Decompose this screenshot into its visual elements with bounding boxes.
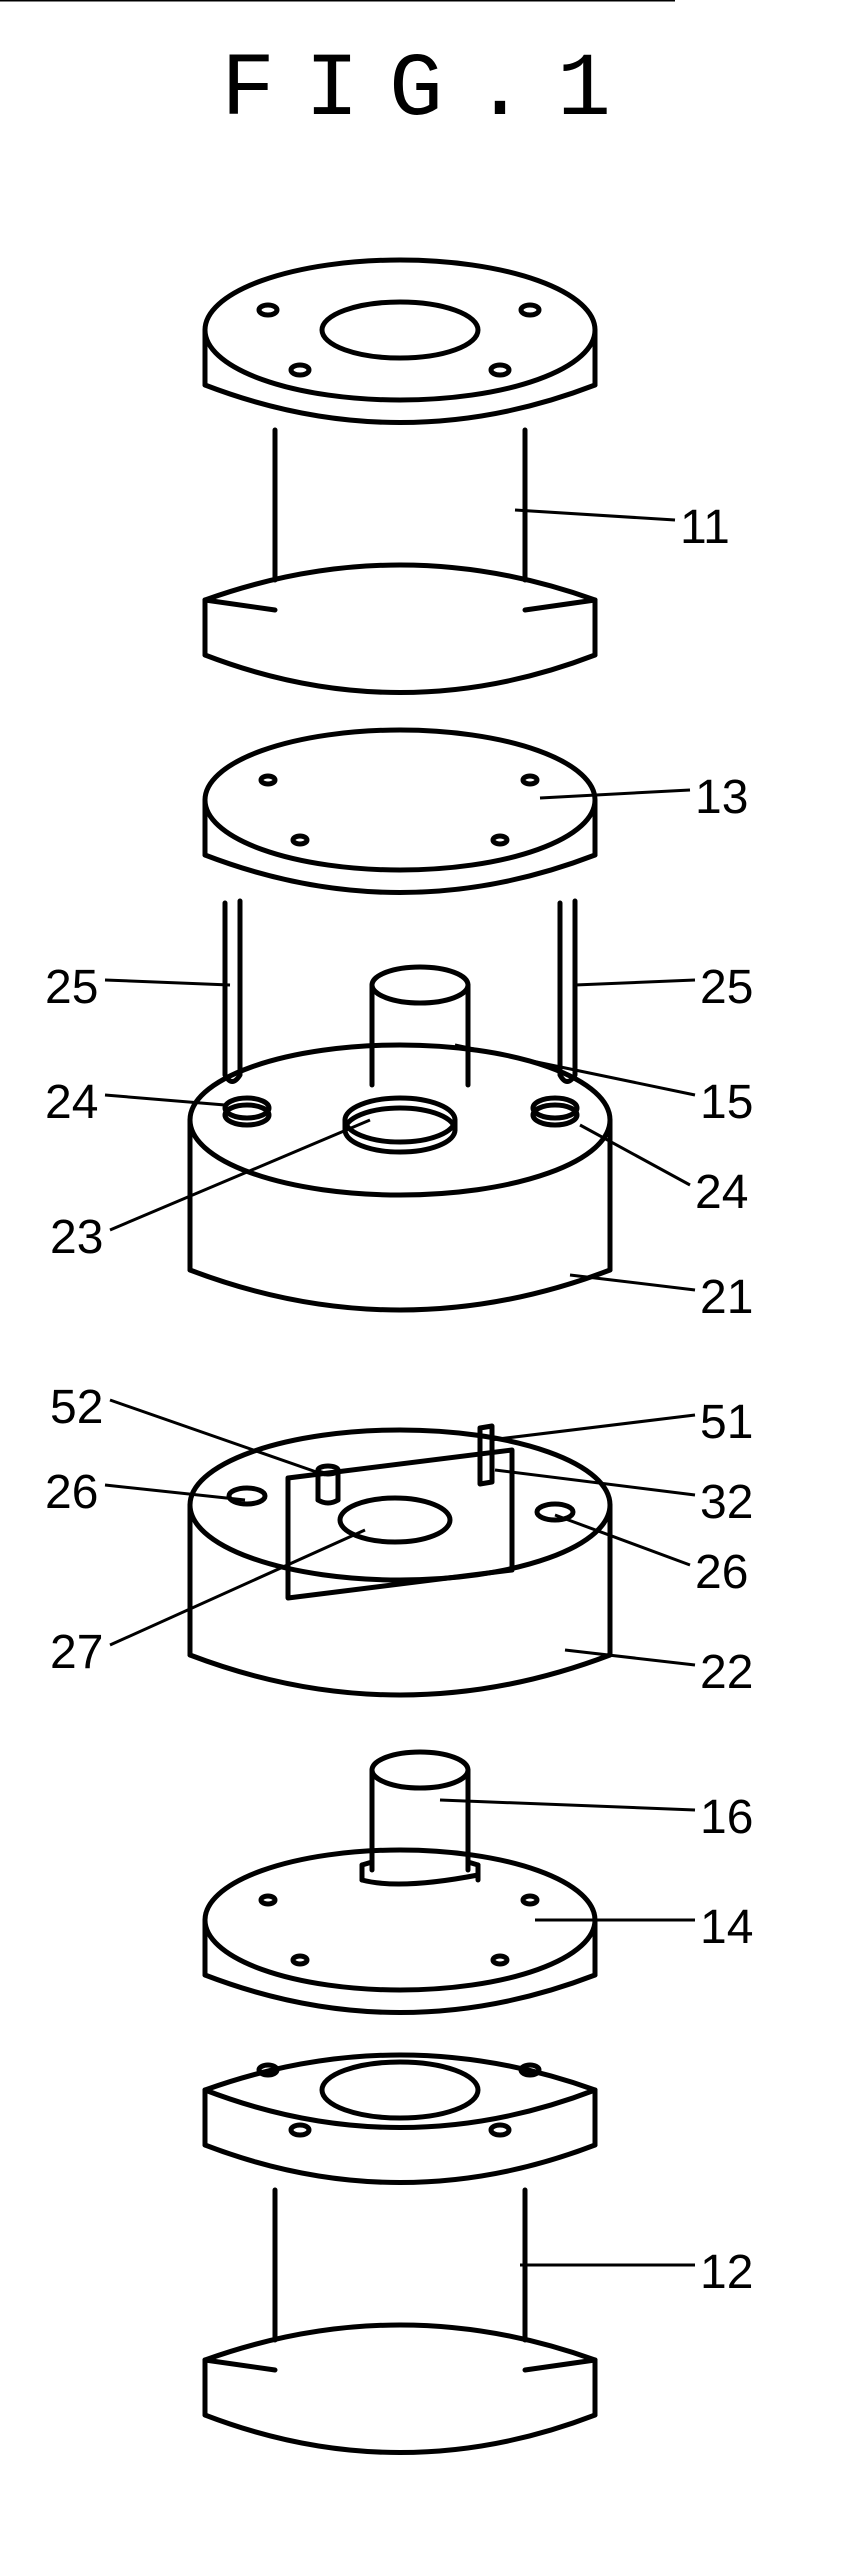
ref-label-32: 32 <box>700 1475 753 1530</box>
leader-line <box>490 1415 695 1440</box>
ref-label-11: 11 <box>680 500 730 555</box>
ref-label-21: 21 <box>700 1270 753 1325</box>
leader-line <box>495 1470 695 1495</box>
ref-label-52: 52 <box>50 1380 103 1435</box>
ref-label-27: 27 <box>50 1625 103 1680</box>
ref-label-22: 22 <box>700 1645 753 1700</box>
ref-label-26: 26 <box>45 1465 98 1520</box>
leader-line <box>105 980 230 985</box>
ref-label-12: 12 <box>700 2245 753 2300</box>
leader-line <box>580 1125 690 1185</box>
ref-label-26: 26 <box>695 1545 748 1600</box>
ref-label-23: 23 <box>50 1210 103 1265</box>
leader-line <box>110 1120 370 1230</box>
ref-label-13: 13 <box>695 770 748 825</box>
leader-line <box>575 980 695 985</box>
ref-label-14: 14 <box>700 1900 753 1955</box>
leader-line <box>110 1530 365 1645</box>
leader-line <box>440 1800 695 1810</box>
figure-container: FIG.1 <box>0 0 862 2562</box>
ref-label-15: 15 <box>700 1075 753 1130</box>
ref-label-24: 24 <box>695 1165 748 1220</box>
ref-label-24: 24 <box>45 1075 98 1130</box>
leader-line <box>105 1485 245 1500</box>
leader-line <box>105 1095 225 1105</box>
leader-line <box>110 1400 325 1475</box>
leader-line <box>555 1515 690 1565</box>
ref-label-16: 16 <box>700 1790 753 1845</box>
ref-label-25: 25 <box>45 960 98 1015</box>
ref-label-51: 51 <box>700 1395 753 1450</box>
ref-label-25: 25 <box>700 960 753 1015</box>
leader-line <box>570 1275 695 1290</box>
leader-line <box>540 790 690 798</box>
leader-line <box>515 510 675 520</box>
